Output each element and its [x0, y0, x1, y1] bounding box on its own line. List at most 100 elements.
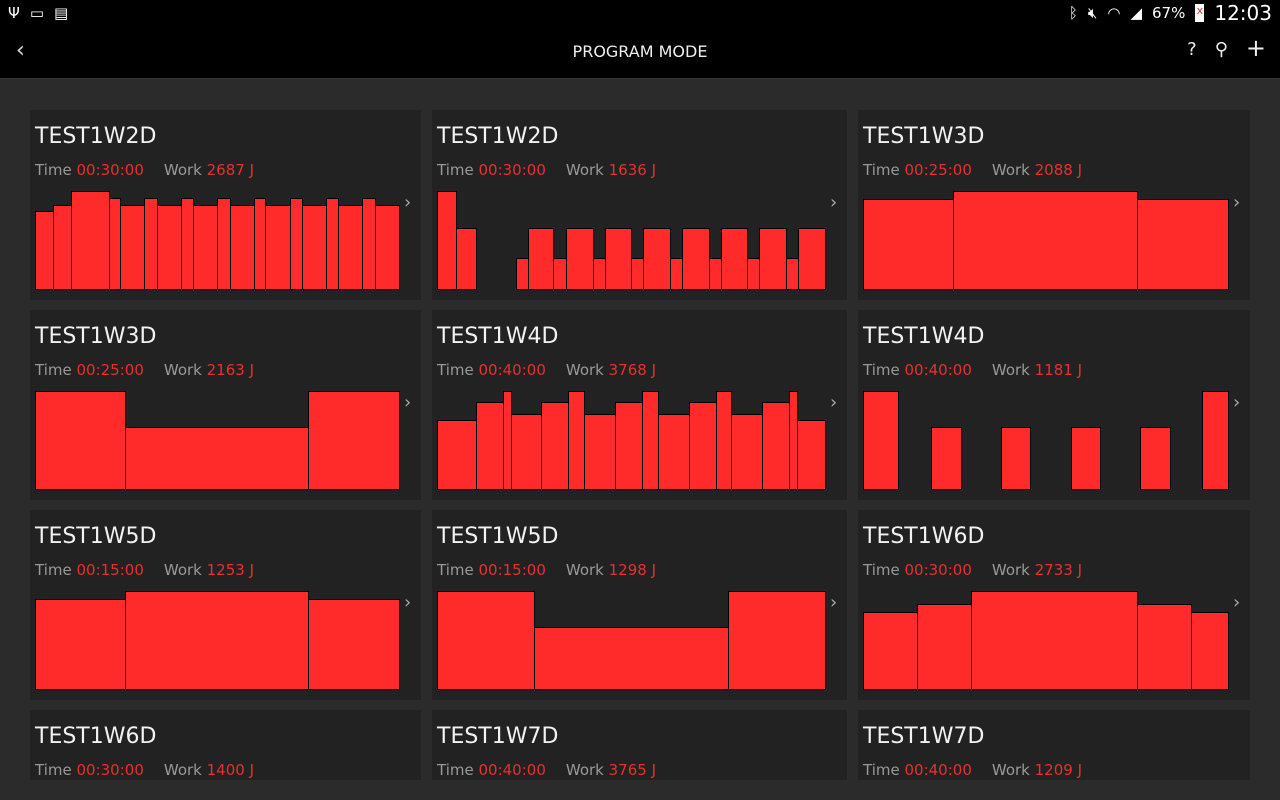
time-label: Time [863, 161, 900, 179]
program-card[interactable]: TEST1W4D Time 00:40:00 Work 3768 J › [432, 310, 847, 500]
work-label: Work [565, 561, 604, 579]
work-label: Work [163, 361, 202, 379]
add-icon[interactable]: + [1245, 34, 1266, 62]
profile-segment [863, 391, 899, 490]
time-value: 00:15:00 [76, 561, 144, 579]
program-card[interactable]: TEST1W2D Time 00:30:00 Work 1636 J › [432, 110, 847, 300]
profile-segment [1137, 199, 1229, 290]
profile-segment [308, 599, 400, 690]
chevron-right-icon[interactable]: › [1233, 392, 1241, 413]
profile-segment [971, 591, 1138, 690]
profile-segment [125, 591, 309, 690]
profile-segment [437, 591, 535, 690]
program-name: TEST1W3D [863, 124, 985, 149]
program-meta: Time 00:40:00 Work 3765 J [437, 761, 656, 779]
time-value: 00:40:00 [478, 761, 546, 779]
profile-segment [953, 191, 1138, 290]
profile-segment [931, 427, 962, 490]
profile-segment [1191, 612, 1229, 690]
chevron-right-icon[interactable]: › [404, 192, 412, 213]
profile-segment [437, 420, 477, 490]
program-card[interactable]: TEST1W3D Time 00:25:00 Work 2163 J › [30, 310, 421, 500]
signal-icon: ◢ [1130, 4, 1143, 22]
time-label: Time [863, 361, 900, 379]
program-card[interactable]: TEST1W2D Time 00:30:00 Work 2687 J › [30, 110, 421, 300]
program-meta: Time 00:25:00 Work 2088 J [863, 161, 1082, 179]
program-meta: Time 00:40:00 Work 3768 J [437, 361, 656, 379]
profile-segment [566, 228, 594, 290]
chevron-left-icon[interactable]: ‹ [16, 38, 25, 63]
clock: 12:03 [1214, 1, 1272, 25]
profile-segment [716, 391, 732, 490]
mute-icon: 🔇︎ [1087, 4, 1098, 22]
work-label: Work [565, 161, 604, 179]
chevron-right-icon[interactable]: › [830, 392, 838, 413]
time-label: Time [863, 761, 900, 779]
program-name: TEST1W7D [437, 724, 559, 749]
time-label: Time [35, 761, 72, 779]
chevron-right-icon[interactable]: › [404, 592, 412, 613]
work-value: 2687 J [206, 161, 255, 179]
work-value: 1636 J [608, 161, 657, 179]
program-card[interactable]: TEST1W7D Time 00:40:00 Work 1209 J [858, 710, 1250, 780]
chevron-right-icon[interactable]: › [404, 392, 412, 413]
program-card[interactable]: TEST1W6D Time 00:30:00 Work 2733 J › [858, 510, 1250, 700]
profile-segment [863, 612, 918, 690]
program-profile-chart [35, 591, 400, 690]
profile-segment [615, 402, 643, 490]
program-card[interactable]: TEST1W5D Time 00:15:00 Work 1298 J › [432, 510, 847, 700]
profile-segment [338, 205, 363, 290]
time-label: Time [437, 761, 474, 779]
profile-segment [584, 414, 616, 490]
chevron-right-icon[interactable]: › [1233, 592, 1241, 613]
program-profile-chart [35, 391, 400, 490]
help-icon[interactable]: ? [1187, 39, 1197, 60]
chevron-right-icon[interactable]: › [830, 192, 838, 213]
work-label: Work [565, 761, 604, 779]
time-value: 00:25:00 [904, 161, 972, 179]
program-card[interactable]: TEST1W4D Time 00:40:00 Work 1181 J › [858, 310, 1250, 500]
work-value: 3768 J [608, 361, 657, 379]
time-label: Time [437, 561, 474, 579]
work-label: Work [163, 761, 202, 779]
profile-segment [456, 228, 477, 290]
profile-segment [157, 205, 182, 290]
time-value: 00:30:00 [76, 161, 144, 179]
program-name: TEST1W5D [437, 524, 559, 549]
profile-segment [682, 228, 710, 290]
time-value: 00:40:00 [478, 361, 546, 379]
program-card[interactable]: TEST1W3D Time 00:25:00 Work 2088 J › [858, 110, 1250, 300]
profile-segment [797, 420, 826, 490]
profile-segment [605, 228, 632, 290]
profile-segment [1140, 427, 1171, 490]
profile-segment [798, 228, 826, 290]
profile-segment [193, 205, 218, 290]
time-label: Time [437, 361, 474, 379]
program-name: TEST1W7D [863, 724, 985, 749]
program-profile-chart [437, 591, 826, 690]
program-card[interactable]: TEST1W6D Time 00:30:00 Work 1400 J [30, 710, 421, 780]
program-card[interactable]: TEST1W7D Time 00:40:00 Work 3765 J [432, 710, 847, 780]
profile-segment [1071, 427, 1101, 490]
page-title: PROGRAM MODE [572, 42, 708, 61]
profile-segment [302, 205, 327, 290]
program-profile-chart [437, 391, 826, 490]
program-meta: Time 00:15:00 Work 1253 J [35, 561, 254, 579]
program-profile-chart [35, 191, 400, 290]
program-grid[interactable]: TEST1W2D Time 00:30:00 Work 2687 J › TEST1W… [0, 80, 1280, 780]
chevron-right-icon[interactable]: › [1233, 192, 1241, 213]
chevron-right-icon[interactable]: › [830, 592, 838, 613]
profile-segment [728, 591, 826, 690]
work-value: 3765 J [608, 761, 657, 779]
search-icon[interactable]: ⚲ [1214, 39, 1228, 60]
profile-segment [534, 627, 729, 690]
profile-segment [308, 391, 400, 490]
work-label: Work [991, 761, 1030, 779]
profile-segment [35, 211, 54, 290]
profile-segment [731, 414, 763, 490]
program-name: TEST1W5D [35, 524, 157, 549]
program-card[interactable]: TEST1W5D Time 00:15:00 Work 1253 J › [30, 510, 421, 700]
program-name: TEST1W6D [35, 724, 157, 749]
profile-segment [528, 228, 554, 290]
work-value: 1181 J [1034, 361, 1083, 379]
